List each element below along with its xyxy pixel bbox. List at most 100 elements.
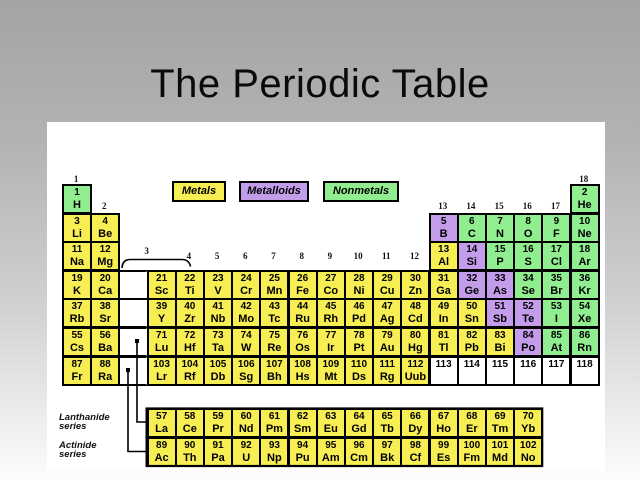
element-cell-Rb: 37 Rb [62, 298, 92, 329]
element-cell-Mt: 109 Mt [315, 355, 346, 386]
legend-metalloids: Metalloids [239, 181, 309, 202]
element-cell-Pm: 61 Pm [259, 408, 290, 438]
element-symbol: Nb [210, 313, 226, 326]
atomic-number: 117 [548, 358, 565, 370]
element-cell-Hf: 72 Hf [174, 327, 205, 357]
element-symbol: Tb [380, 423, 394, 435]
element-cell-Fr: 87 Fr [62, 355, 92, 386]
element-cell-117: 117 [541, 355, 572, 386]
element-cell-Ir: 77 Ir [315, 327, 346, 357]
element-cell-Nd: 60 Nd [231, 408, 262, 438]
element-cell-Pd: 46 Pd [344, 298, 374, 329]
atomic-number: 51 [494, 301, 506, 313]
atomic-number: 82 [466, 330, 478, 341]
element-cell-Ho: 67 Ho [428, 408, 459, 438]
atomic-number: 91 [212, 440, 224, 451]
element-cell-Bk: 97 Bk [372, 437, 403, 467]
element-cell-Se: 34 Se [513, 269, 544, 300]
element-cell-Dy: 66 Dy [400, 408, 431, 438]
atomic-number: 79 [381, 330, 393, 341]
atomic-number: 83 [494, 330, 506, 341]
series-gap-cell [118, 355, 149, 386]
element-symbol: In [438, 313, 449, 326]
atomic-number: 118 [576, 358, 593, 370]
element-cell-Cd: 48 Cd [400, 298, 431, 329]
element-symbol: Th [183, 452, 197, 464]
element-cell-I: 53 I [541, 298, 572, 329]
atomic-number: 62 [297, 411, 309, 422]
atomic-number: 78 [353, 330, 365, 341]
element-cell-Ti: 22 Ti [174, 269, 205, 300]
element-symbol: Li [72, 227, 82, 240]
atomic-number: 67 [438, 411, 450, 422]
atomic-number: 31 [438, 272, 450, 284]
element-symbol: Bi [494, 342, 506, 354]
element-cell-Bi: 83 Bi [485, 327, 515, 357]
atomic-number: 40 [184, 301, 196, 313]
atomic-number: 41 [212, 301, 224, 313]
element-symbol: Ru [295, 313, 310, 326]
element-cell-Tm: 69 Tm [485, 408, 515, 438]
element-symbol: Se [521, 284, 535, 297]
atomic-number: 106 [237, 358, 255, 370]
atomic-number: 95 [325, 440, 337, 451]
atomic-number: 107 [266, 358, 283, 370]
series-gap-cell [118, 298, 149, 329]
element-symbol: Ds [351, 370, 367, 383]
atomic-number: 4 [102, 215, 108, 227]
atomic-number: 80 [409, 330, 421, 341]
element-cell-114: 114 [456, 355, 487, 386]
element-symbol: Pm [265, 423, 283, 435]
element-symbol: Mt [324, 370, 338, 383]
atomic-number: 10 [579, 215, 591, 227]
element-cell-Lr: 103 Lr [146, 355, 177, 386]
element-cell-Kr: 36 Kr [569, 269, 600, 300]
atomic-number: 108 [294, 358, 311, 370]
element-symbol: Ne [577, 227, 592, 240]
element-symbol: Hs [295, 370, 310, 383]
element-symbol: No [520, 452, 536, 464]
element-cell-Au: 79 Au [372, 327, 403, 357]
element-cell-Tc: 43 Tc [259, 298, 290, 329]
element-symbol: Tm [491, 423, 509, 435]
element-cell-Ag: 47 Ag [372, 298, 403, 329]
group-label-16: 16 [522, 201, 532, 211]
element-cell-Co: 27 Co [315, 269, 346, 300]
element-symbol: U [242, 452, 251, 464]
element-cell-Am: 95 Am [315, 437, 346, 467]
element-cell-Sn: 50 Sn [456, 298, 487, 329]
atomic-number: 25 [268, 272, 280, 284]
group-label-15: 15 [494, 201, 504, 211]
element-cell-Pu: 94 Pu [287, 437, 318, 467]
element-symbol: Zn [408, 284, 423, 297]
atomic-number: 115 [491, 358, 509, 370]
group-label-13: 13 [438, 201, 448, 211]
element-cell-Gd: 64 Gd [344, 408, 374, 438]
atomic-number: 22 [184, 272, 196, 284]
series-gap-cell [118, 327, 149, 357]
atomic-number: 64 [353, 411, 365, 422]
element-cell-Ra: 88 Ra [90, 355, 121, 386]
element-cell-Cr: 24 Cr [231, 269, 262, 300]
element-symbol: Ho [436, 423, 451, 435]
element-symbol: Sb [492, 313, 508, 326]
atomic-number: 111 [379, 358, 395, 370]
element-symbol: V [214, 284, 222, 297]
element-cell-No: 102 No [513, 437, 544, 467]
element-symbol: Au [379, 342, 395, 354]
atomic-number: 7 [497, 215, 503, 227]
element-cell-Li: 3 Li [62, 212, 92, 243]
element-symbol: Ni [353, 284, 365, 297]
group-label-1: 1 [73, 174, 79, 184]
atomic-number: 114 [463, 358, 480, 370]
element-cell-Pt: 78 Pt [344, 327, 374, 357]
atomic-number: 21 [156, 272, 168, 284]
element-symbol: Ag [379, 313, 395, 326]
element-cell-116: 116 [513, 355, 544, 386]
atomic-number: 34 [522, 272, 534, 284]
element-cell-Zr: 40 Zr [174, 298, 205, 329]
element-cell-Rh: 45 Rh [315, 298, 346, 329]
atomic-number: 39 [156, 301, 168, 313]
